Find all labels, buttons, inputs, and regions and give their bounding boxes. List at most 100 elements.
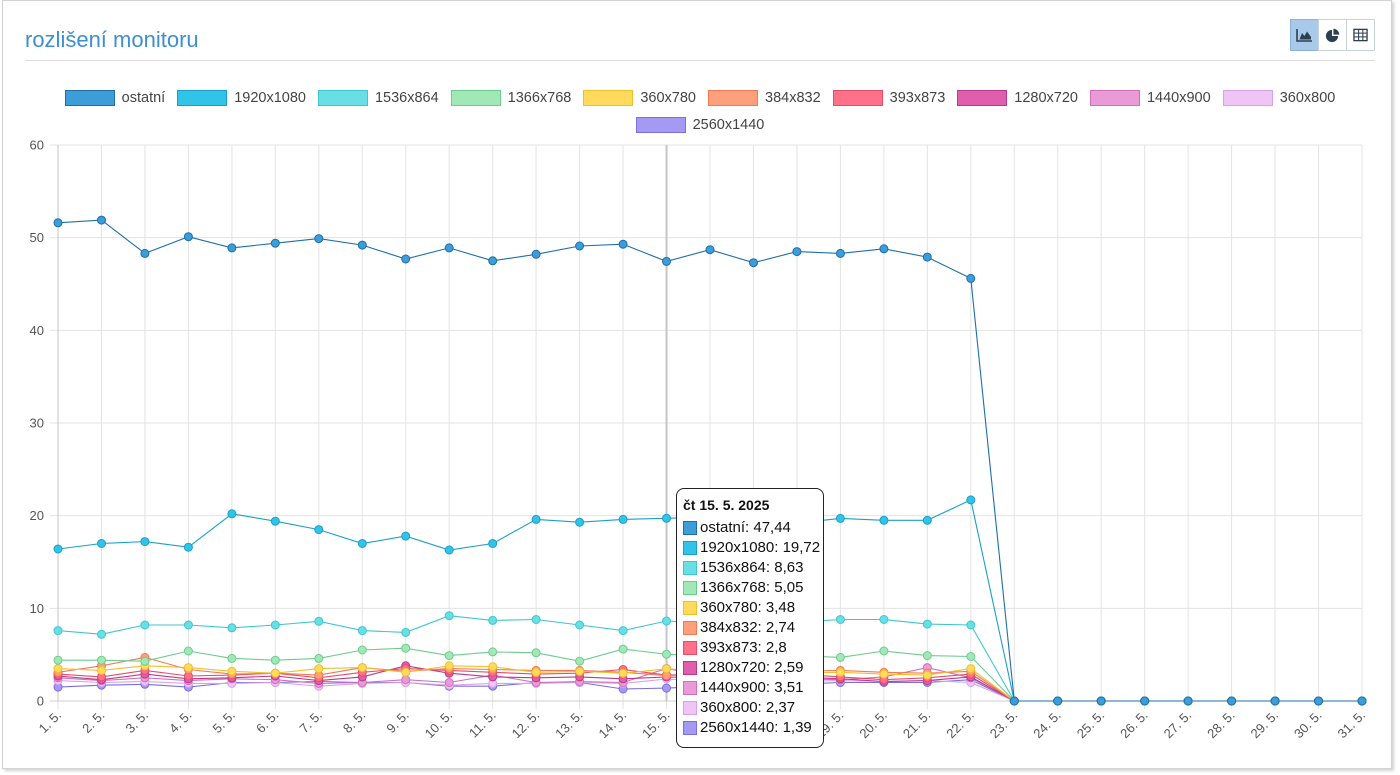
data-point-1920x1080-9[interactable]	[401, 531, 411, 541]
data-point-360x780-20[interactable]	[879, 669, 889, 679]
data-point-ostatni-17[interactable]	[749, 258, 758, 268]
data-point-ostatni-8[interactable]	[357, 240, 367, 250]
data-point-1366x768-22[interactable]	[966, 652, 976, 661]
data-point-1366x768-19[interactable]	[835, 652, 845, 662]
data-point-1366x768-11[interactable]	[488, 647, 498, 657]
data-point-ostatni-29[interactable]	[1270, 696, 1280, 706]
data-point-ostatni-25[interactable]	[1096, 696, 1106, 706]
data-point-ostatni-24[interactable]	[1053, 696, 1063, 706]
legend-item-1366x768[interactable]: 1366x768	[450, 84, 571, 111]
data-point-360x780-12[interactable]	[531, 667, 541, 677]
data-point-1920x1080-7[interactable]	[314, 525, 324, 535]
data-point-1366x768-1[interactable]	[53, 655, 63, 665]
legend-item-1920x1080[interactable]: 1920x1080	[177, 84, 306, 111]
data-point-360x780-11[interactable]	[488, 662, 498, 672]
data-point-1920x1080-20[interactable]	[879, 515, 889, 525]
data-point-ostatni-28[interactable]	[1227, 696, 1237, 706]
data-point-ostatni-18[interactable]	[792, 247, 802, 257]
data-point-1366x768-6[interactable]	[270, 655, 280, 665]
data-point-1366x768-12[interactable]	[531, 648, 541, 658]
data-point-360x780-15[interactable]	[662, 664, 671, 674]
data-point-1366x768-7[interactable]	[314, 653, 324, 663]
data-point-ostatni-19[interactable]	[835, 248, 845, 258]
data-point-1920x1080-1[interactable]	[53, 544, 63, 554]
data-point-1920x1080-12[interactable]	[531, 514, 541, 524]
data-point-360x780-1[interactable]	[53, 664, 63, 674]
data-point-1536x864-13[interactable]	[575, 620, 585, 630]
data-point-ostatni-26[interactable]	[1140, 696, 1150, 706]
data-point-1536x864-5[interactable]	[227, 623, 237, 633]
data-point-1920x1080-5[interactable]	[227, 509, 237, 519]
data-point-360x780-19[interactable]	[835, 667, 845, 677]
data-point-ostatni-3[interactable]	[140, 248, 150, 258]
data-point-ostatni-13[interactable]	[575, 241, 585, 251]
data-point-ostatni-21[interactable]	[922, 252, 932, 262]
data-point-360x780-6[interactable]	[270, 668, 280, 678]
data-point-360x780-8[interactable]	[357, 663, 367, 673]
data-point-1536x864-10[interactable]	[444, 611, 454, 621]
data-point-1536x864-3[interactable]	[140, 620, 150, 630]
data-point-1366x768-20[interactable]	[879, 646, 889, 656]
data-point-1536x864-6[interactable]	[270, 620, 280, 630]
data-point-1920x1080-6[interactable]	[270, 516, 280, 526]
data-point-1920x1080-3[interactable]	[140, 537, 150, 547]
data-point-ostatni-30[interactable]	[1314, 696, 1323, 706]
data-point-ostatni-22[interactable]	[966, 273, 976, 283]
data-point-1366x768-14[interactable]	[618, 644, 628, 654]
data-point-1920x1080-10[interactable]	[444, 545, 454, 555]
data-point-ostatni-1[interactable]	[53, 218, 63, 228]
data-point-1920x1080-14[interactable]	[618, 514, 628, 524]
legend-item-360x800[interactable]: 360x800	[1222, 84, 1335, 111]
data-point-1536x864-20[interactable]	[879, 615, 889, 624]
data-point-ostatni-9[interactable]	[401, 254, 411, 264]
data-point-1366x768-4[interactable]	[183, 646, 193, 656]
data-point-360x780-5[interactable]	[227, 666, 237, 676]
data-point-1920x1080-19[interactable]	[835, 513, 845, 523]
data-point-360x780-10[interactable]	[444, 661, 454, 671]
table-view-button[interactable]	[1346, 19, 1375, 51]
data-point-ostatni-2[interactable]	[97, 215, 106, 225]
legend-item-1280x720[interactable]: 1280x720	[957, 84, 1078, 111]
data-point-360x780-14[interactable]	[618, 668, 628, 678]
data-point-1920x1080-15[interactable]	[662, 513, 671, 523]
data-point-ostatni-20[interactable]	[879, 244, 889, 254]
data-point-1366x768-15[interactable]	[662, 649, 671, 659]
data-point-1536x864-4[interactable]	[183, 620, 193, 630]
legend-item-ostatni[interactable]: ostatní	[64, 84, 165, 111]
data-point-360x780-22[interactable]	[966, 664, 976, 674]
data-point-ostatni-31[interactable]	[1357, 696, 1367, 706]
data-point-ostatni-16[interactable]	[705, 245, 715, 255]
data-point-1536x864-11[interactable]	[488, 615, 498, 625]
data-point-1366x768-3[interactable]	[140, 656, 150, 666]
data-point-360x780-4[interactable]	[183, 663, 193, 673]
legend-item-384x832[interactable]: 384x832	[708, 84, 821, 111]
data-point-1536x864-9[interactable]	[401, 627, 411, 637]
data-point-360x780-2[interactable]	[97, 665, 106, 675]
data-point-360x780-7[interactable]	[314, 664, 324, 674]
legend-item-393x873[interactable]: 393x873	[832, 84, 945, 111]
legend-item-1536x864[interactable]: 1536x864	[317, 84, 439, 111]
data-point-1536x864-7[interactable]	[314, 616, 324, 626]
data-point-1920x1080-13[interactable]	[575, 517, 585, 527]
data-point-1920x1080-8[interactable]	[357, 539, 367, 548]
legend-item-1440x900[interactable]: 1440x900	[1089, 84, 1211, 111]
data-point-1440x900-9[interactable]	[401, 675, 411, 685]
data-point-1536x864-14[interactable]	[618, 626, 628, 636]
data-point-ostatni-4[interactable]	[183, 232, 193, 242]
data-point-2560x1440-15[interactable]	[662, 683, 671, 693]
data-point-1536x864-22[interactable]	[966, 620, 976, 630]
data-point-1920x1080-22[interactable]	[966, 495, 976, 505]
legend-item-360x780[interactable]: 360x780	[583, 84, 696, 111]
data-point-1440x900-10[interactable]	[444, 678, 454, 687]
data-point-1920x1080-21[interactable]	[922, 515, 932, 525]
data-point-360x780-13[interactable]	[575, 666, 585, 676]
data-point-ostatni-5[interactable]	[227, 243, 237, 253]
data-point-1366x768-8[interactable]	[357, 645, 367, 655]
data-point-1536x864-19[interactable]	[835, 615, 845, 624]
data-point-1536x864-1[interactable]	[53, 626, 63, 636]
data-point-1920x1080-2[interactable]	[97, 539, 106, 548]
data-point-ostatni-7[interactable]	[314, 234, 324, 244]
data-point-ostatni-6[interactable]	[270, 238, 280, 248]
data-point-ostatni-10[interactable]	[444, 243, 454, 253]
data-point-1536x864-21[interactable]	[922, 619, 932, 629]
